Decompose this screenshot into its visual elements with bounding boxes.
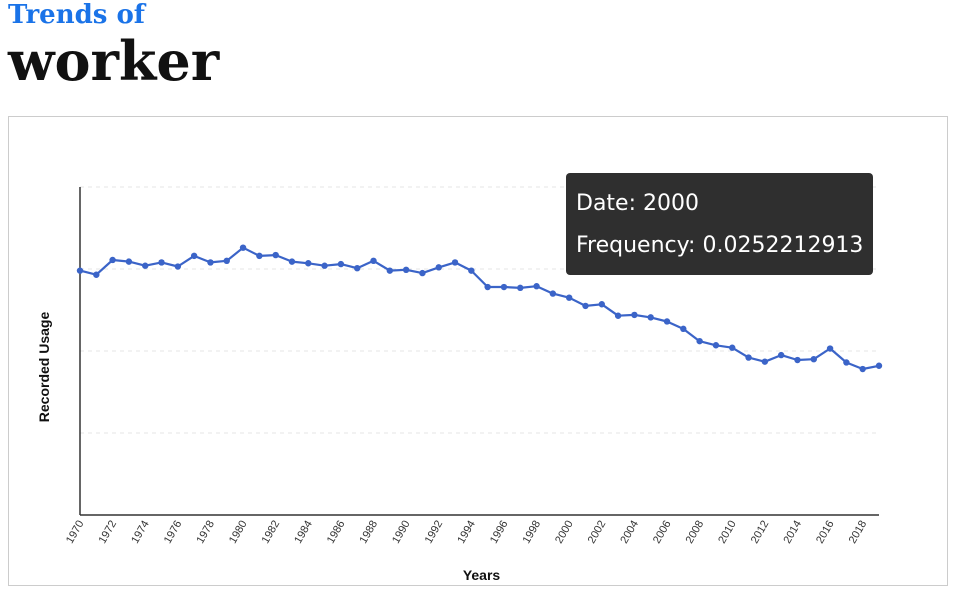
data-point-2009: [712, 342, 720, 349]
tooltip-date-label: Date:: [576, 191, 636, 216]
x-tick-label-1998: 1998: [521, 519, 544, 546]
data-point-2005: [647, 314, 654, 321]
x-tick-label-1972: 1972: [97, 519, 120, 546]
data-point-1997: [517, 284, 524, 292]
chart-tooltip: Date: 2000 Frequency: 0.0252212913: [566, 173, 874, 275]
x-tick-label-2002: 2002: [586, 519, 609, 546]
x-tick-label-1996: 1996: [488, 519, 511, 546]
x-tick-label-1990: 1990: [390, 519, 413, 546]
x-tick-label-2012: 2012: [749, 519, 772, 546]
tooltip-date-value: 2000: [643, 191, 699, 216]
data-point-2012: [761, 358, 769, 365]
x-axis-title: Years: [463, 567, 501, 583]
x-tick-label-1974: 1974: [129, 519, 152, 546]
data-point-1973: [125, 258, 133, 265]
data-point-2018: [859, 365, 866, 373]
x-tick-label-1992: 1992: [423, 519, 446, 546]
x-tick-label-1976: 1976: [162, 519, 185, 546]
data-point-1980: [239, 244, 247, 251]
data-point-2014: [794, 356, 801, 364]
data-point-1983: [288, 258, 296, 265]
data-point-2000: [565, 294, 573, 301]
data-point-2019: [875, 362, 883, 369]
x-tick-label-2004: 2004: [618, 519, 641, 546]
data-point-1975: [158, 259, 165, 266]
data-point-1999: [549, 290, 557, 297]
data-point-1974: [142, 262, 149, 269]
x-tick-label-2016: 2016: [814, 519, 837, 546]
data-point-1987: [354, 264, 361, 272]
x-tick-label-2006: 2006: [651, 519, 674, 546]
data-point-1984: [305, 260, 312, 267]
tooltip-date-row: Date: 2000: [576, 183, 863, 225]
data-point-1994: [468, 267, 475, 274]
x-tick-label-2008: 2008: [684, 519, 707, 546]
x-tick-label-1994: 1994: [455, 519, 478, 546]
data-point-1991: [419, 269, 426, 277]
x-tick-label-1970: 1970: [64, 519, 87, 546]
data-point-1985: [321, 262, 328, 269]
x-tick-label-1978: 1978: [194, 519, 217, 546]
data-point-2001: [582, 302, 589, 310]
data-point-2016: [826, 345, 834, 352]
data-point-2008: [696, 337, 703, 345]
x-tick-label-2000: 2000: [553, 519, 576, 546]
data-point-1971: [93, 271, 100, 278]
data-point-1981: [256, 252, 263, 260]
tooltip-frequency-row: Frequency: 0.0252212913: [576, 225, 863, 267]
x-tick-label-1984: 1984: [292, 519, 315, 546]
data-point-2003: [614, 312, 622, 319]
data-point-1996: [500, 283, 508, 291]
y-axis-title: Recorded Usage: [36, 312, 52, 423]
data-point-1989: [386, 267, 394, 274]
data-point-1992: [435, 264, 442, 271]
data-point-2006: [663, 318, 671, 325]
data-point-2010: [729, 344, 736, 351]
data-point-2004: [631, 311, 638, 319]
x-tick-label-2010: 2010: [716, 519, 739, 546]
tooltip-frequency-label: Frequency:: [576, 233, 696, 258]
data-point-2011: [745, 354, 752, 361]
page-kicker: Trends of: [8, 0, 145, 30]
data-point-2002: [598, 301, 605, 308]
data-point-2013: [777, 351, 785, 359]
data-point-1976: [174, 263, 182, 270]
data-point-1988: [370, 257, 377, 264]
x-tick-label-1988: 1988: [357, 519, 380, 546]
x-tick-label-2014: 2014: [781, 519, 804, 546]
data-point-1998: [533, 283, 540, 290]
x-tick-label-1980: 1980: [227, 519, 250, 546]
data-point-2015: [810, 356, 817, 363]
data-point-1986: [337, 260, 345, 268]
data-point-1979: [223, 257, 230, 264]
data-point-2017: [843, 359, 850, 366]
data-point-1977: [190, 252, 198, 260]
data-point-1978: [207, 259, 214, 266]
page-title: worker: [8, 29, 220, 93]
x-tick-label-1986: 1986: [325, 519, 348, 546]
data-point-2007: [680, 325, 687, 333]
x-tick-label-2018: 2018: [847, 519, 870, 546]
data-point-1990: [402, 266, 410, 274]
tooltip-frequency-value: 0.0252212913: [702, 233, 864, 258]
data-point-1995: [484, 283, 491, 291]
data-point-1982: [272, 251, 279, 259]
x-tick-label-1982: 1982: [260, 519, 283, 546]
data-point-1972: [109, 256, 116, 264]
data-point-1993: [451, 259, 459, 266]
data-point-1970: [76, 267, 84, 274]
